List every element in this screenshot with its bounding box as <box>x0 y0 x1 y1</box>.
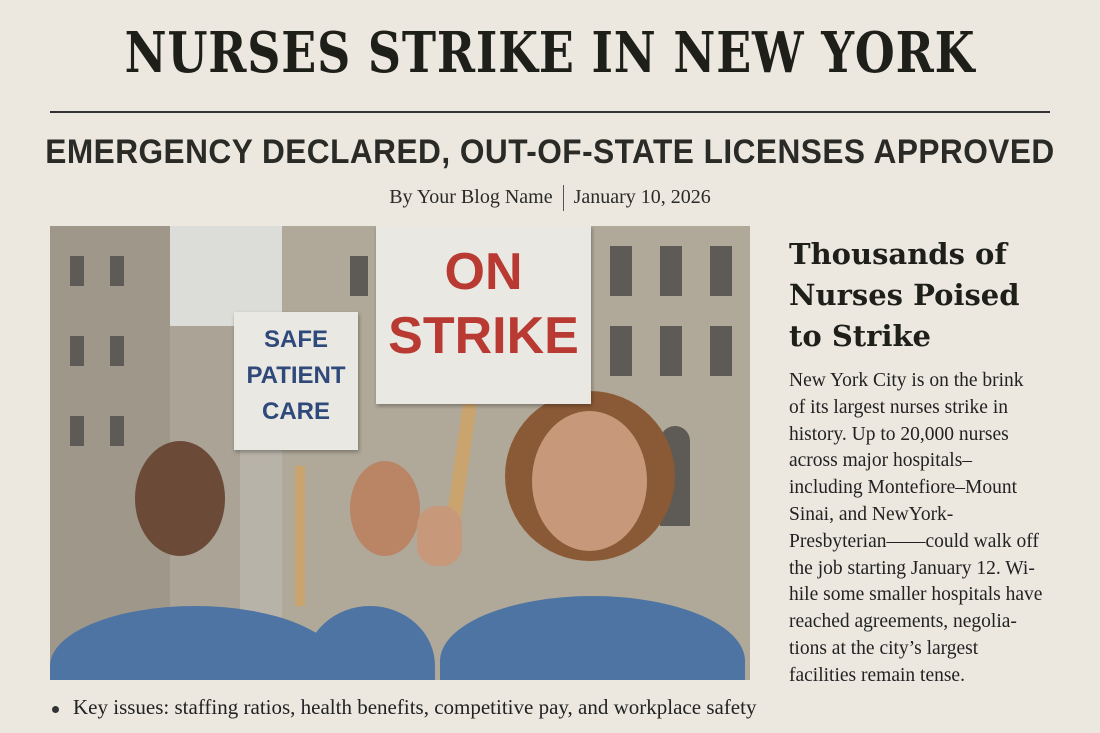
window <box>110 416 124 446</box>
byline-separator <box>562 185 564 212</box>
byline-author: By Your Blog Name <box>389 186 553 208</box>
sign-left-stick <box>295 466 305 606</box>
bullet-icon <box>52 705 59 713</box>
article-title: Thousands of Nurses Poised to Strike <box>789 234 1020 357</box>
article-body-line: reached agreements, negolia- <box>789 611 1017 633</box>
article-body-line: tions at the city’s largest <box>789 637 979 659</box>
article-body-line: Presbyterian——could walk off <box>789 530 1039 552</box>
article-body-line: including Montefiore–Mount <box>789 477 1018 499</box>
headline: NURSES STRIKE IN NEW YORK <box>124 20 976 86</box>
photo-building-left <box>50 226 170 680</box>
window <box>660 246 682 296</box>
sign-left-line: CARE <box>261 398 330 425</box>
sign-left-line: SAFE <box>263 326 328 353</box>
article-body-line: the job starting January 12. Wi- <box>789 557 1035 579</box>
window <box>110 256 124 286</box>
article-body: New York City is on the brink of its larg… <box>789 368 1042 690</box>
sign-safe-patient-care: SAFE PATIENT CARE <box>234 312 358 450</box>
raised-fist <box>417 506 462 566</box>
divider <box>50 111 1050 113</box>
article-title-line: Nurses Poised <box>789 278 1020 312</box>
sign-left-line: PATIENT <box>246 362 346 389</box>
subheadline: EMERGENCY DECLARED, OUT-OF-STATE LICENSE… <box>45 133 1055 171</box>
window <box>70 256 84 286</box>
key-issues-bullet: Key issues: staffing ratios, health bene… <box>52 694 756 720</box>
article-body-line: across major hospitals– <box>789 450 973 472</box>
window <box>710 246 732 296</box>
sign-right-line: STRIKE <box>388 307 579 365</box>
article-title-line: Thousands of <box>789 237 1007 271</box>
window <box>70 416 84 446</box>
byline: By Your Blog Name January 10, 2026 <box>0 183 1100 212</box>
window <box>110 336 124 366</box>
article-body-line: of its largest nurses strike in <box>789 396 1008 418</box>
nurse-right-head <box>532 411 647 551</box>
window <box>660 326 682 376</box>
sign-on-strike: ON STRIKE <box>376 226 591 404</box>
window <box>350 256 368 296</box>
article-body-line: hile some smaller hospitals have <box>789 584 1043 606</box>
window <box>710 326 732 376</box>
key-issues-text: Key issues: staffing ratios, health bene… <box>73 695 757 719</box>
window <box>610 326 632 376</box>
article-body-line: history. Up to 20,000 nurses <box>789 423 1009 445</box>
article-body-line: facilities remain tense. <box>789 664 965 686</box>
nurse-left-head <box>135 441 225 556</box>
article-body-line: New York City is on the brink <box>789 370 1024 391</box>
article-title-line: to Strike <box>789 319 932 353</box>
strike-photo: SAFE PATIENT CARE ON STRIKE <box>50 226 750 680</box>
nurse-middle-head <box>350 461 420 556</box>
window <box>70 336 84 366</box>
article-body-line: Sinai, and NewYork- <box>789 503 954 525</box>
sign-right-line: ON <box>444 243 523 301</box>
byline-date: January 10, 2026 <box>573 186 711 208</box>
window <box>610 246 632 296</box>
